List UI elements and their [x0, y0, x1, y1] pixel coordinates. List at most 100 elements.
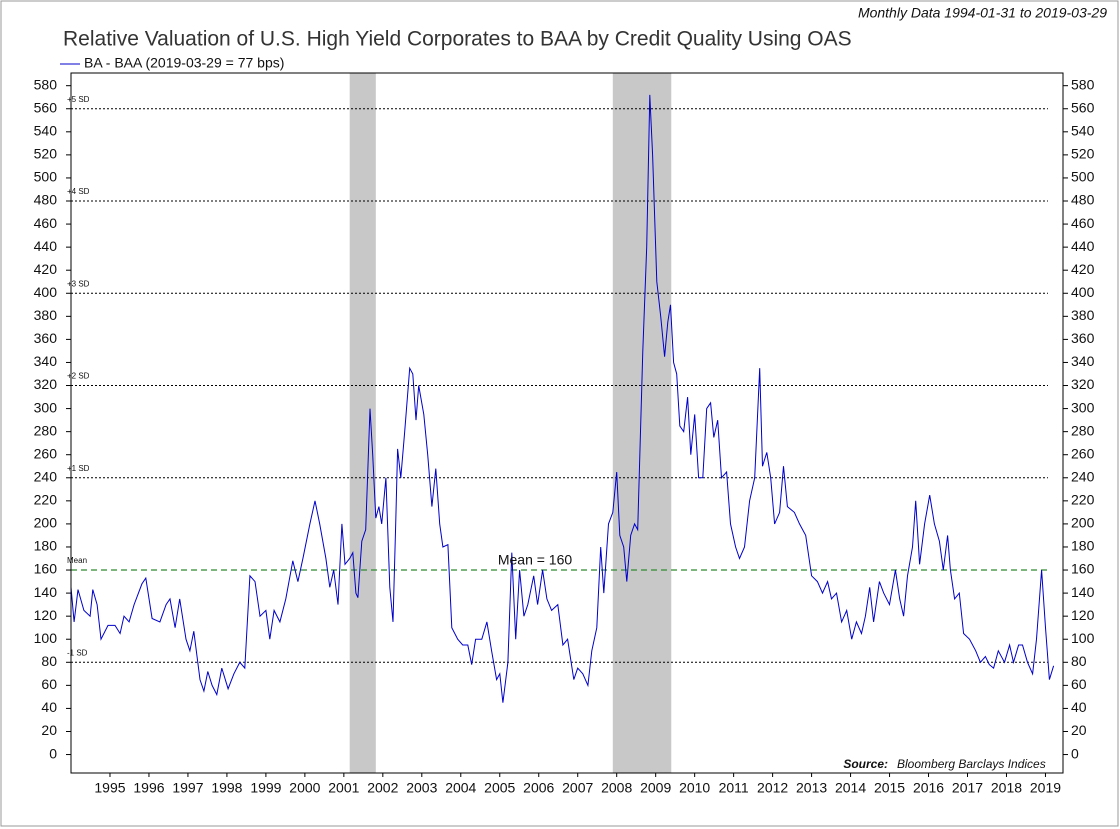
- x-tick-label: 2013: [796, 780, 827, 796]
- y-tick-label: 580: [34, 76, 58, 92]
- y-tick-label: 380: [34, 307, 58, 323]
- y2-tick-label: 220: [1071, 492, 1095, 508]
- x-tick-label: 2000: [289, 780, 320, 796]
- legend-label: BA - BAA (2019-03-29 = 77 bps): [84, 55, 284, 71]
- y2-tick-label: 20: [1071, 722, 1087, 738]
- y-tick-label: 520: [34, 146, 58, 162]
- y2-tick-label: 200: [1071, 515, 1095, 531]
- y2-tick-label: 580: [1071, 76, 1095, 92]
- chart-title: Relative Valuation of U.S. High Yield Co…: [63, 28, 852, 51]
- x-tick-label: 1995: [94, 780, 125, 796]
- y2-tick-label: 0: [1071, 745, 1079, 761]
- x-tick-label: 2009: [640, 780, 671, 796]
- y-tick-label: 360: [34, 330, 58, 346]
- x-tick-label: 2003: [406, 780, 437, 796]
- y-tick-label: 180: [34, 538, 58, 554]
- y-tick-label: 40: [41, 699, 57, 715]
- y2-tick-label: 140: [1071, 584, 1095, 600]
- x-tick-label: 2007: [562, 780, 593, 796]
- series-line: [70, 94, 1055, 703]
- reference-label: +4 SD: [67, 187, 90, 196]
- x-tick-label: 2012: [757, 780, 788, 796]
- y-tick-label: 100: [34, 630, 58, 646]
- y2-tick-label: 460: [1071, 215, 1095, 231]
- x-tick-label: 2018: [991, 780, 1022, 796]
- plot-frame: [70, 72, 1064, 774]
- y2-tick-label: 360: [1071, 330, 1095, 346]
- y2-tick-label: 40: [1071, 699, 1087, 715]
- y2-tick-label: 420: [1071, 261, 1095, 277]
- y-tick-label: 280: [34, 422, 58, 438]
- y2-tick-label: 560: [1071, 99, 1095, 115]
- x-tick-label: 2015: [874, 780, 905, 796]
- y-tick-label: 0: [49, 745, 57, 761]
- y2-tick-label: 280: [1071, 422, 1095, 438]
- y-tick-label: 320: [34, 376, 58, 392]
- y-tick-label: 60: [41, 676, 57, 692]
- y2-tick-label: 440: [1071, 238, 1095, 254]
- y2-tick-label: 100: [1071, 630, 1095, 646]
- x-tick-label: 2011: [719, 780, 749, 796]
- y2-tick-label: 260: [1071, 445, 1095, 461]
- y2-tick-label: 160: [1071, 561, 1095, 577]
- y-tick-label: 260: [34, 445, 58, 461]
- y2-tick-label: 300: [1071, 399, 1095, 415]
- x-tick-label: 2002: [367, 780, 398, 796]
- reference-label: Mean: [67, 556, 87, 565]
- y-tick-label: 20: [41, 722, 57, 738]
- recession-band: [349, 73, 376, 773]
- subtitle: Monthly Data 1994-01-31 to 2019-03-29: [858, 5, 1107, 21]
- y-tick-label: 560: [34, 99, 58, 115]
- y2-tick-label: 80: [1071, 653, 1087, 669]
- y2-tick-label: 60: [1071, 676, 1087, 692]
- y-tick-label: 480: [34, 192, 58, 208]
- y-tick-label: 420: [34, 261, 58, 277]
- reference-label: +3 SD: [67, 279, 90, 288]
- y-tick-label: 540: [34, 123, 58, 139]
- source-label: Source:: [843, 757, 888, 771]
- y-tick-label: 140: [34, 584, 58, 600]
- x-tick-label: 2008: [601, 780, 632, 796]
- y-tick-label: 500: [34, 169, 58, 185]
- y-tick-label: 460: [34, 215, 58, 231]
- y-tick-label: 80: [41, 653, 57, 669]
- source: Bloomberg Barclays Indices: [897, 757, 1046, 771]
- x-tick-label: 1998: [211, 780, 242, 796]
- y-tick-label: 160: [34, 561, 58, 577]
- x-tick-label: 1997: [172, 780, 203, 796]
- y2-tick-label: 320: [1071, 376, 1095, 392]
- x-tick-label: 2019: [1030, 780, 1061, 796]
- x-tick-label: 2005: [484, 780, 515, 796]
- reference-label: +5 SD: [67, 95, 90, 104]
- y2-tick-label: 340: [1071, 353, 1095, 369]
- y2-tick-label: 520: [1071, 146, 1095, 162]
- y2-tick-label: 240: [1071, 468, 1095, 484]
- y-tick-label: 240: [34, 468, 58, 484]
- y-tick-label: 400: [34, 284, 58, 300]
- y2-tick-label: 180: [1071, 538, 1095, 554]
- reference-label: +1 SD: [67, 464, 90, 473]
- y-tick-label: 340: [34, 353, 58, 369]
- y-tick-label: 200: [34, 515, 58, 531]
- reference-label: +2 SD: [67, 372, 90, 381]
- x-tick-label: 1996: [133, 780, 164, 796]
- y-tick-label: 300: [34, 399, 58, 415]
- x-tick-label: 2001: [328, 780, 359, 796]
- x-tick-label: 2006: [523, 780, 554, 796]
- y2-tick-label: 120: [1071, 607, 1095, 623]
- y2-tick-label: 400: [1071, 284, 1095, 300]
- annotation: Mean = 160: [498, 552, 573, 568]
- y-tick-label: 440: [34, 238, 58, 254]
- y2-tick-label: 540: [1071, 123, 1095, 139]
- recession-band: [612, 73, 672, 773]
- y-tick-label: 120: [34, 607, 58, 623]
- y-tick-label: 220: [34, 492, 58, 508]
- reference-label: -1 SD: [67, 648, 88, 657]
- x-tick-label: 2014: [835, 780, 866, 796]
- y2-tick-label: 500: [1071, 169, 1095, 185]
- y2-tick-label: 380: [1071, 307, 1095, 323]
- x-tick-label: 2004: [445, 780, 476, 796]
- x-tick-label: 2017: [952, 780, 983, 796]
